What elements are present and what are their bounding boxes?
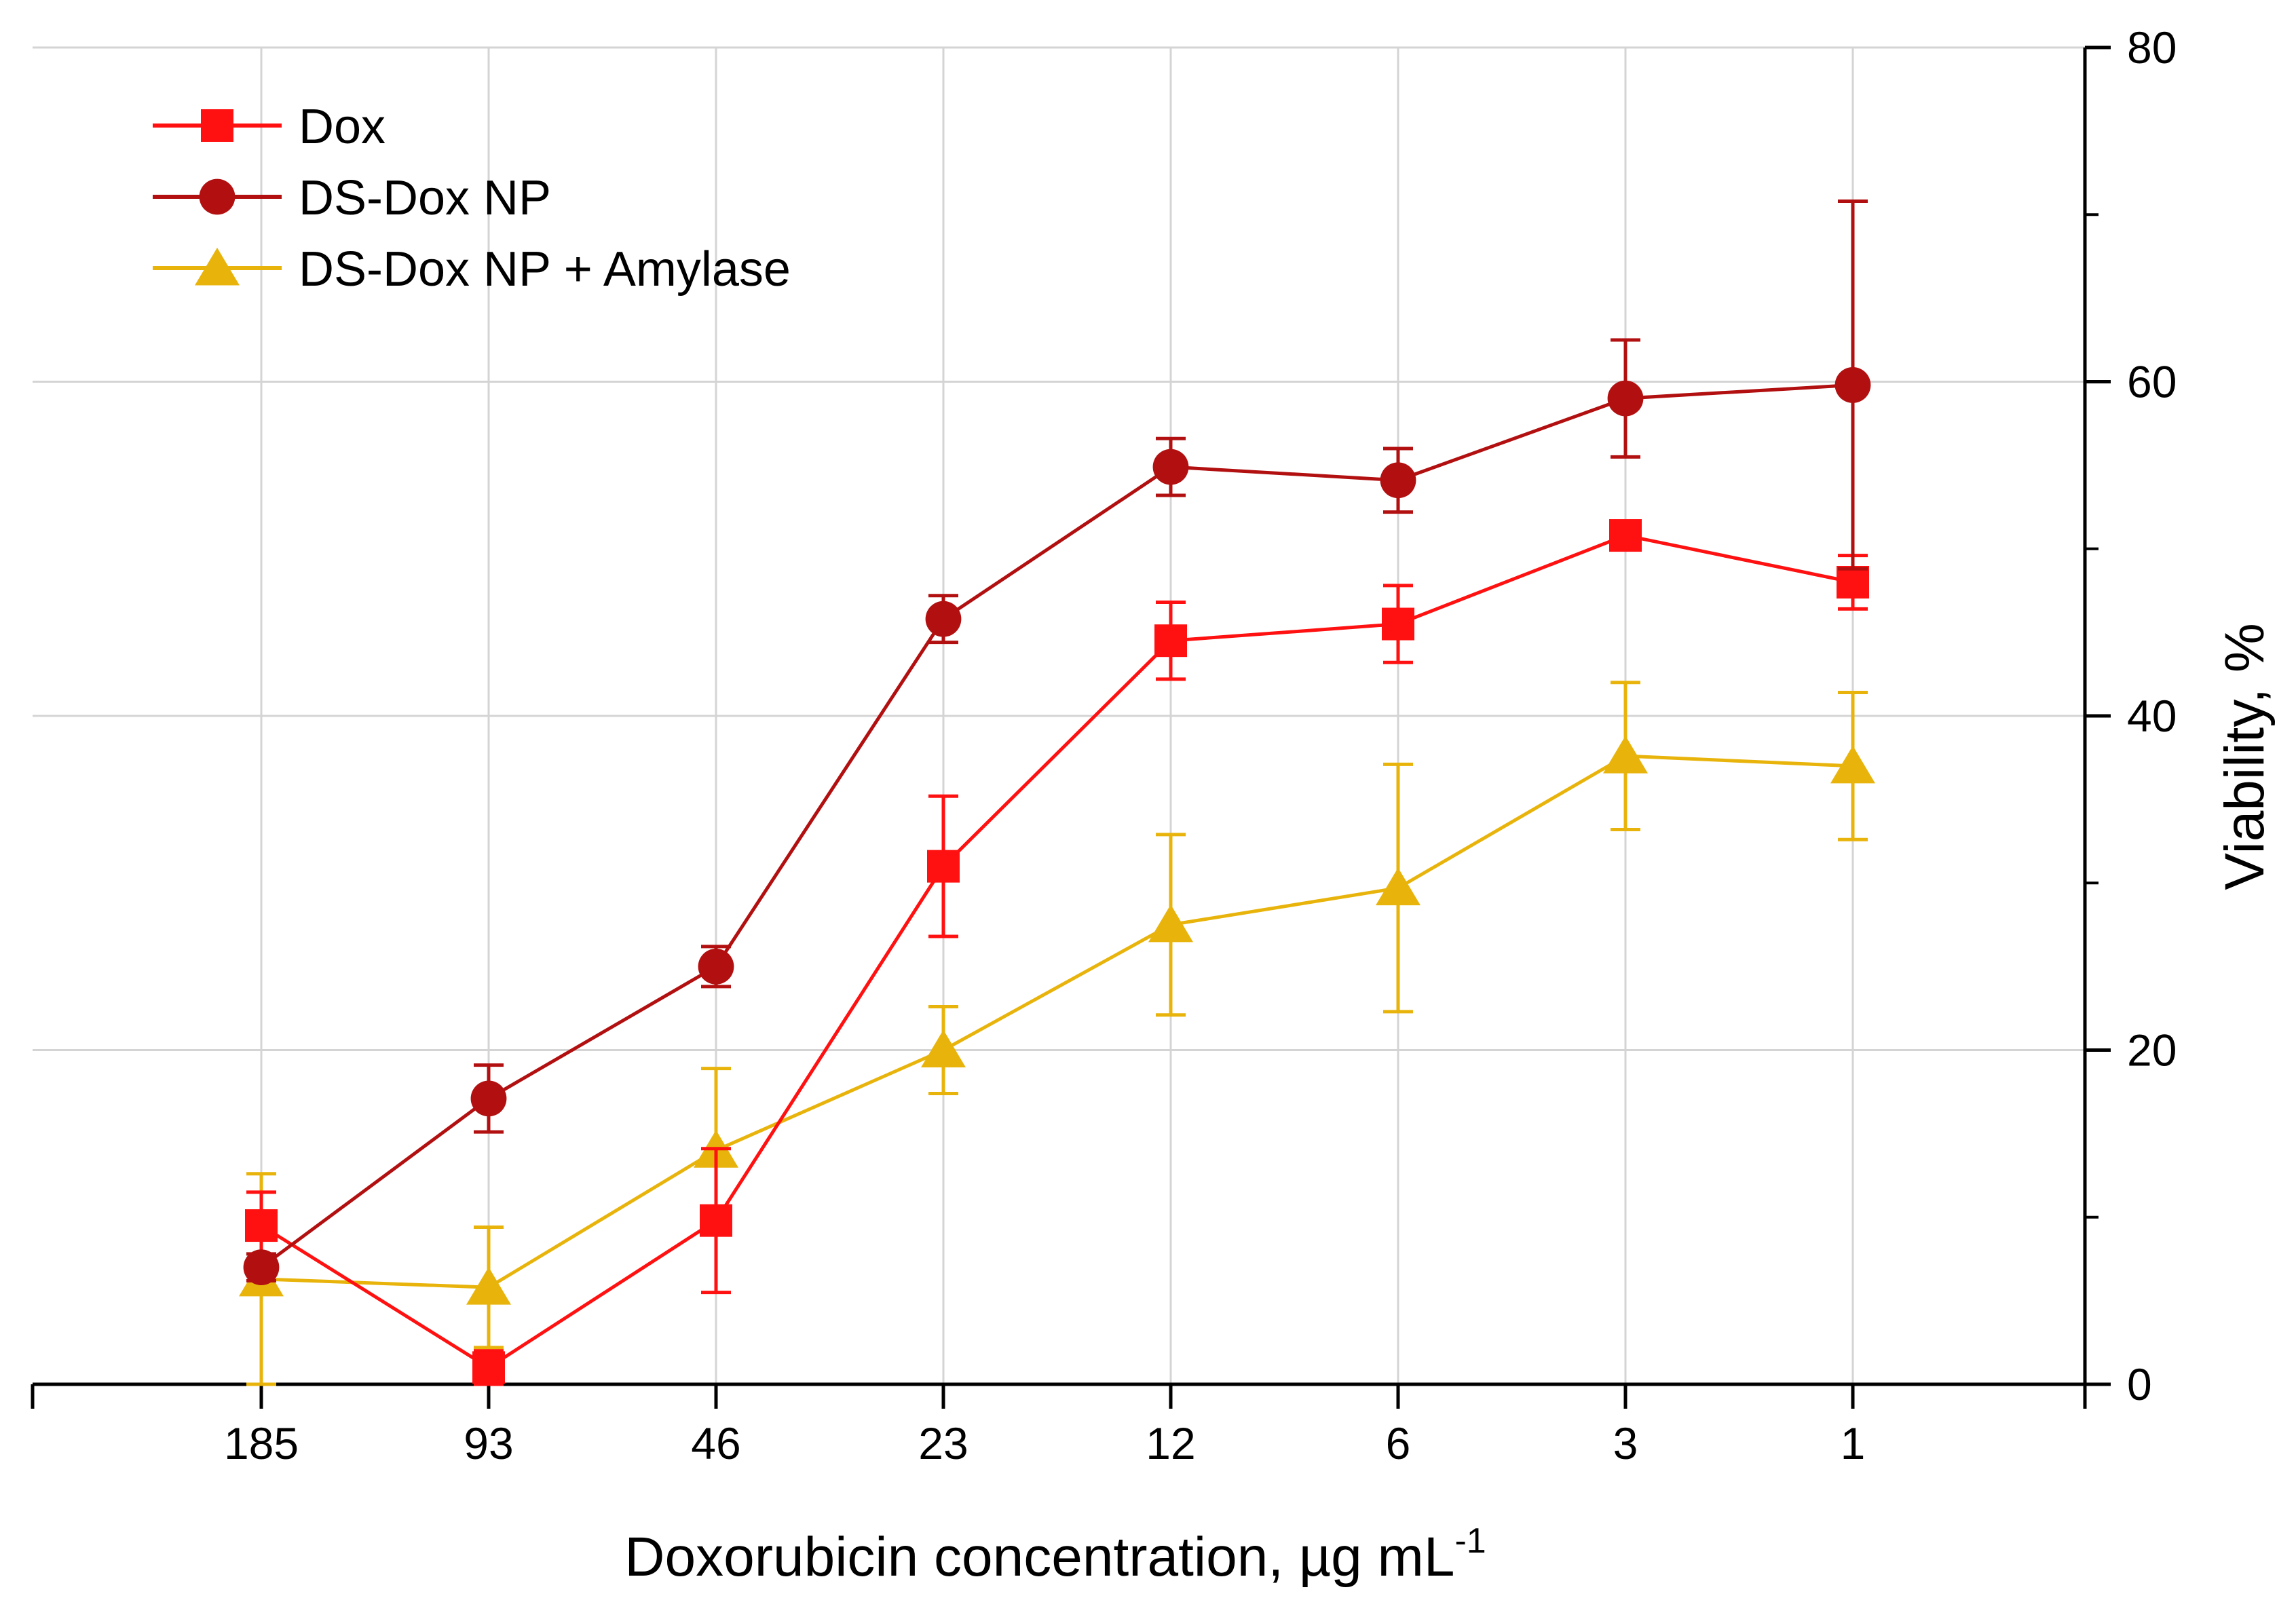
x-tick-label: 46 — [691, 1418, 740, 1468]
data-point — [1154, 624, 1187, 658]
data-point — [1834, 367, 1871, 403]
legend-item: DS-Dox NP — [153, 171, 551, 225]
legend-label: Dox — [299, 100, 385, 154]
data-point — [1376, 867, 1420, 906]
y-tick-label: 40 — [2127, 691, 2177, 741]
data-point — [921, 1029, 966, 1067]
x-tick-label: 1 — [1841, 1418, 1866, 1468]
x-axis-title: Doxorubicin concentration, µg mL-1 — [624, 1521, 1486, 1588]
series-dox — [245, 519, 1869, 1386]
x-tick-label: 23 — [918, 1418, 968, 1468]
x-axis-title-superscript: -1 — [1454, 1521, 1486, 1561]
x-tick-label: 185 — [224, 1418, 299, 1468]
data-point — [698, 948, 734, 985]
legend-label: DS-Dox NP + Amylase — [299, 242, 791, 297]
y-tick-label: 60 — [2127, 357, 2177, 407]
data-point — [1607, 380, 1644, 417]
data-point — [1609, 519, 1642, 552]
data-point — [1830, 745, 1875, 784]
data-point — [1152, 449, 1189, 485]
legend-item: DS-Dox NP + Amylase — [153, 242, 791, 297]
data-point — [700, 1204, 732, 1237]
data-point — [927, 850, 960, 883]
series-layer — [239, 200, 1875, 1386]
x-tick-label: 3 — [1613, 1418, 1638, 1468]
x-tick-label: 93 — [464, 1418, 513, 1468]
data-point — [925, 601, 962, 637]
data-point — [1380, 462, 1416, 499]
data-point — [466, 1267, 511, 1305]
legend-label: DS-Dox NP — [299, 171, 551, 225]
legend-marker — [201, 109, 233, 142]
series-line — [260, 383, 1853, 1269]
y-tick-label: 80 — [2127, 22, 2177, 73]
series-ds-dox-np — [243, 200, 1871, 1286]
data-point — [243, 1249, 280, 1286]
legend-marker — [195, 248, 240, 286]
y-tick-label: 20 — [2127, 1025, 2177, 1076]
data-point — [1603, 736, 1648, 774]
data-point — [245, 1209, 278, 1242]
legend-item: Dox — [153, 100, 385, 154]
data-point — [472, 1351, 505, 1384]
legend-marker — [199, 178, 236, 215]
legend: Dox DS-Dox NP DS-Dox NP + Amylase — [153, 100, 791, 297]
series-ds-dox-np-amylase — [239, 681, 1875, 1386]
data-point — [1837, 566, 1869, 598]
y-tick-label: 0 — [2127, 1359, 2152, 1409]
x-tick-label: 12 — [1146, 1418, 1195, 1468]
axes: 185 93 46 23 12 6 3 1 0 20 40 60 80 — [31, 22, 2177, 1468]
x-axis-title-text: Doxorubicin concentration, µg mL — [624, 1526, 1454, 1588]
series-line — [261, 754, 1853, 1289]
data-point — [1382, 607, 1414, 641]
data-point — [1148, 904, 1193, 943]
series-line — [260, 533, 1853, 1370]
y-axis-title: Viability, % — [2214, 623, 2276, 890]
data-point — [470, 1080, 507, 1117]
x-tick-label: 6 — [1386, 1418, 1411, 1468]
